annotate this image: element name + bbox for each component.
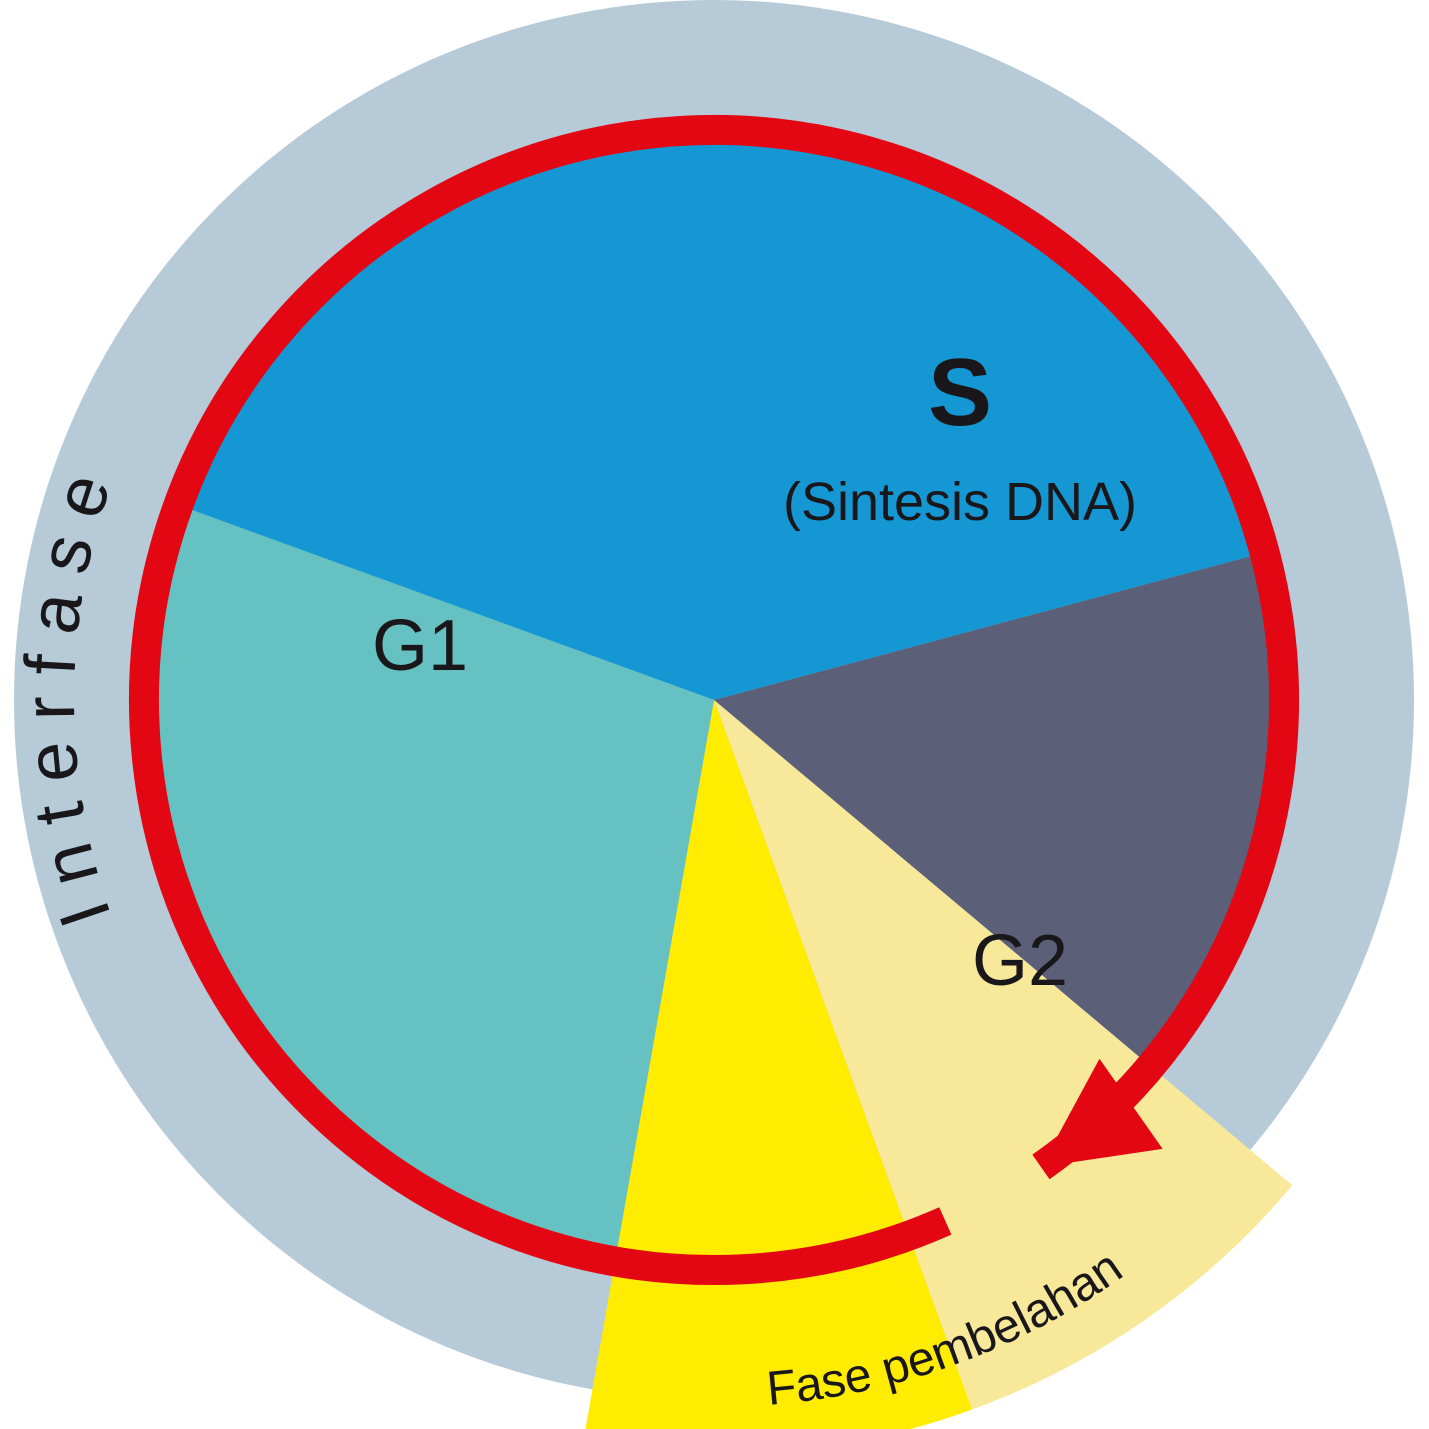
label-s: S [928,339,992,446]
label-s-sub: (Sintesis DNA) [783,472,1137,532]
label-g2: G2 [972,921,1068,1001]
label-g1: G1 [372,606,468,686]
